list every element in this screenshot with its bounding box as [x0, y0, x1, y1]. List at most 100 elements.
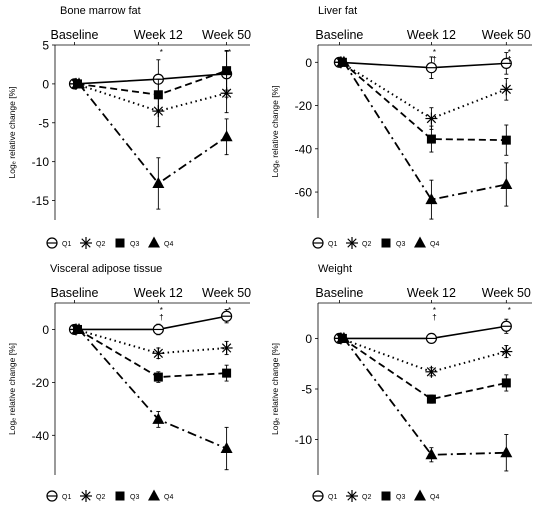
y-axis-label: Logₑ relative change [%] [270, 86, 280, 178]
legend-label: Q1 [328, 241, 337, 248]
x-tick-label: Baseline [315, 286, 363, 300]
legend-label: Q3 [396, 241, 405, 248]
series-line-Q1 [74, 72, 227, 85]
marker-square [501, 378, 511, 388]
chart-legend: Q1 Q2 Q3 Q4 [312, 236, 439, 249]
marker-circle-slash [312, 237, 324, 249]
x-tick-label: Week 50 [482, 286, 531, 300]
marker-triangle [500, 446, 513, 458]
y-tick-label: -10 [295, 433, 313, 447]
y-tick-label: -5 [38, 116, 49, 130]
marker-stroke [81, 491, 91, 501]
series-line-Q4 [78, 328, 227, 450]
marker-asterisk [500, 345, 513, 358]
marker-stroke [153, 106, 164, 116]
legend-label: Q2 [362, 241, 371, 248]
marker-square [115, 491, 125, 501]
series-line-Q1 [339, 61, 507, 69]
y-tick-label: -40 [32, 429, 50, 443]
x-tick-label: Baseline [51, 286, 99, 300]
marker-stroke [221, 88, 232, 98]
y-tick-label: -10 [32, 155, 50, 169]
marker-triangle [425, 193, 438, 205]
marker-square [222, 368, 232, 378]
chart-title: Weight [318, 263, 352, 275]
legend-label: Q4 [164, 241, 173, 248]
legend-label: Q3 [130, 494, 139, 501]
significance-mark: * [433, 306, 436, 315]
marker-triangle [220, 442, 233, 454]
legend-label: Q2 [362, 494, 371, 501]
marker-square [153, 372, 163, 382]
marker-asterisk [500, 83, 513, 96]
x-tick-label: Week 12 [407, 286, 456, 300]
significance-mark: † [507, 55, 511, 64]
legend-label: Q4 [430, 494, 439, 501]
marker-stroke [81, 238, 91, 248]
marker-square [381, 238, 391, 248]
series-line-Q2 [340, 61, 507, 120]
y-tick-label: -20 [32, 376, 50, 390]
y-tick-label: 0 [42, 77, 49, 91]
significance-mark: * [228, 48, 231, 57]
significance-mark: * [433, 48, 436, 57]
marker-asterisk [220, 87, 233, 100]
series-line-Q3 [77, 328, 227, 379]
chart-legend: Q1 Q2 Q3 Q4 [312, 489, 439, 502]
series-line-Q2 [75, 82, 227, 113]
marker-triangle [152, 176, 165, 188]
x-tick-label: Week 50 [202, 28, 251, 42]
x-tick-label: Baseline [51, 28, 99, 42]
y-tick-label: -20 [295, 99, 313, 113]
y-tick-label: -15 [32, 194, 50, 208]
marker-triangle [425, 448, 438, 460]
marker-square [426, 394, 436, 404]
marker-square [501, 135, 511, 145]
marker-square [426, 134, 436, 144]
significance-mark: † [432, 313, 436, 322]
marker-square [222, 66, 232, 76]
chart-panel-2: Visceral adipose tissue Baseline Week 12 We… [7, 263, 251, 502]
chart-title: Bone marrow fat [60, 5, 141, 17]
y-tick-label: 0 [305, 332, 312, 346]
significance-mark: † [159, 313, 163, 322]
x-tick-label: Week 12 [134, 28, 183, 42]
chart-title: Liver fat [318, 5, 357, 17]
marker-triangle [73, 77, 85, 89]
significance-mark: * [508, 306, 511, 315]
series-line-Q4 [343, 337, 507, 456]
x-tick-label: Week 12 [134, 286, 183, 300]
legend-label: Q4 [430, 241, 439, 248]
y-tick-label: 5 [42, 39, 49, 53]
y-tick-label: -5 [301, 383, 312, 397]
marker-asterisk [425, 112, 438, 125]
marker-stroke [426, 113, 437, 124]
legend-label: Q1 [328, 494, 337, 501]
marker-stroke [501, 346, 512, 357]
marker-asterisk [425, 365, 438, 378]
legend-label: Q2 [96, 241, 105, 248]
marker-circle-slash [152, 323, 164, 336]
series-line-Q1 [74, 315, 227, 331]
x-tick-label: Week 50 [482, 28, 531, 42]
y-axis-label: Logₑ relative change [%] [7, 343, 17, 435]
y-tick-label: 0 [305, 56, 312, 70]
marker-asterisk [80, 490, 92, 502]
marker-square [153, 90, 163, 100]
series-line-Q3 [341, 337, 507, 401]
marker-triangle [414, 236, 426, 248]
marker-asterisk [80, 237, 92, 249]
chart-title: Visceral adipose tissue [50, 263, 162, 275]
marker-triangle [220, 130, 233, 142]
marker-asterisk [346, 490, 358, 502]
series-line-Q1 [339, 325, 507, 340]
significance-mark: * [160, 306, 163, 315]
marker-square [381, 491, 391, 501]
marker-square [115, 238, 125, 248]
significance-mark: * [508, 48, 511, 57]
marker-circle-slash [425, 332, 438, 345]
chart-panel-1: Liver fat Baseline Week 12 Week 50 0 -20 -40 -6… [270, 5, 532, 249]
marker-stroke [426, 367, 437, 377]
marker-asterisk [152, 347, 165, 360]
